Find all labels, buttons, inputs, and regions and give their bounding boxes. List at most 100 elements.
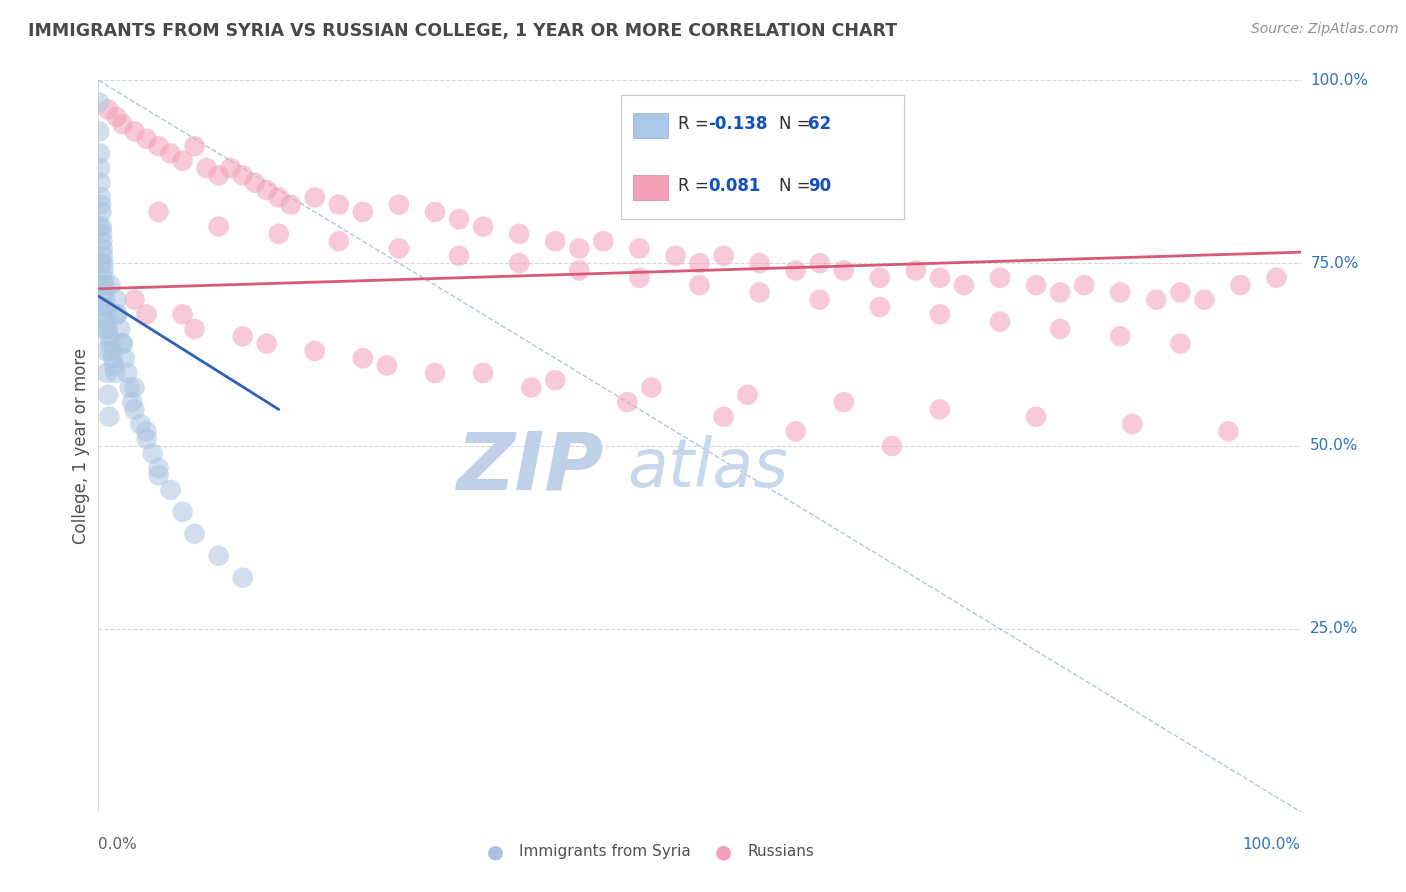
Point <box>100 336 122 351</box>
Point <box>121 395 143 409</box>
Point <box>1049 322 1071 336</box>
Point <box>97 388 120 402</box>
Point <box>100 343 122 358</box>
Point <box>713 249 735 263</box>
Point <box>93 278 115 293</box>
Point <box>148 468 170 483</box>
Point <box>688 256 710 270</box>
Point <box>352 205 374 219</box>
Text: 62: 62 <box>808 115 831 133</box>
Point <box>1109 329 1132 343</box>
Point <box>94 293 117 307</box>
Point <box>447 212 470 227</box>
Point <box>107 307 129 321</box>
Point <box>97 103 120 117</box>
Text: R =: R = <box>678 178 714 195</box>
Point <box>114 351 136 366</box>
Point <box>90 219 112 234</box>
Point <box>183 139 205 153</box>
Point <box>91 249 114 263</box>
Text: 0.0%: 0.0% <box>98 837 138 852</box>
Point <box>267 190 290 204</box>
Point <box>267 227 290 241</box>
Point <box>108 322 131 336</box>
Point <box>111 117 134 131</box>
Point <box>124 124 146 138</box>
Point <box>219 161 242 175</box>
Text: IMMIGRANTS FROM SYRIA VS RUSSIAN COLLEGE, 1 YEAR OR MORE CORRELATION CHART: IMMIGRANTS FROM SYRIA VS RUSSIAN COLLEGE… <box>28 22 897 40</box>
Point <box>304 343 326 358</box>
Y-axis label: College, 1 year or more: College, 1 year or more <box>72 348 90 544</box>
Point <box>148 461 170 475</box>
Point <box>928 307 950 321</box>
Point <box>97 322 120 336</box>
Text: ●: ● <box>716 842 733 862</box>
Point <box>1025 409 1047 424</box>
Point <box>1121 417 1143 431</box>
Point <box>90 205 112 219</box>
Text: 75.0%: 75.0% <box>1310 256 1358 270</box>
Point <box>159 146 181 161</box>
Point <box>388 242 411 256</box>
Point <box>808 293 831 307</box>
Point <box>640 380 662 394</box>
Text: 50.0%: 50.0% <box>1310 439 1358 453</box>
Point <box>94 343 117 358</box>
Point <box>1170 336 1192 351</box>
Point <box>90 256 112 270</box>
Point <box>100 278 122 293</box>
Point <box>1025 278 1047 293</box>
Point <box>105 307 128 321</box>
Point <box>520 380 543 394</box>
Point <box>148 205 170 219</box>
Point <box>616 395 638 409</box>
Point <box>808 256 831 270</box>
Point <box>988 270 1011 285</box>
Text: N =: N = <box>779 115 815 133</box>
Point <box>98 329 121 343</box>
Point <box>256 183 278 197</box>
Point <box>91 227 114 241</box>
Point <box>953 278 976 293</box>
Point <box>1218 425 1240 439</box>
Point <box>195 161 218 175</box>
Point <box>135 425 157 439</box>
Point <box>111 336 134 351</box>
Point <box>103 359 125 373</box>
Point <box>105 110 128 124</box>
Point <box>352 351 374 366</box>
Point <box>124 293 146 307</box>
Point <box>388 197 411 211</box>
Text: atlas: atlas <box>627 435 789 501</box>
Text: 100.0%: 100.0% <box>1243 837 1301 852</box>
Point <box>93 263 115 277</box>
Point <box>90 190 112 204</box>
Point <box>90 176 112 190</box>
Point <box>148 139 170 153</box>
Point <box>118 380 141 394</box>
Point <box>785 263 807 277</box>
Point <box>904 263 927 277</box>
Point <box>280 197 302 211</box>
Point <box>93 270 115 285</box>
Point <box>785 425 807 439</box>
Point <box>472 219 495 234</box>
Point <box>880 439 903 453</box>
Point <box>141 446 163 460</box>
Point <box>748 285 770 300</box>
Text: R =: R = <box>678 115 714 133</box>
Point <box>89 124 111 138</box>
Point <box>928 270 950 285</box>
Point <box>664 249 686 263</box>
Point <box>748 256 770 270</box>
Text: 25.0%: 25.0% <box>1310 622 1358 636</box>
Point <box>172 307 194 321</box>
Point <box>91 256 114 270</box>
Point <box>172 505 194 519</box>
Point <box>183 526 205 541</box>
Point <box>91 278 114 293</box>
Text: 90: 90 <box>808 178 831 195</box>
Point <box>447 249 470 263</box>
Text: ZIP: ZIP <box>456 429 603 507</box>
Point <box>89 219 111 234</box>
